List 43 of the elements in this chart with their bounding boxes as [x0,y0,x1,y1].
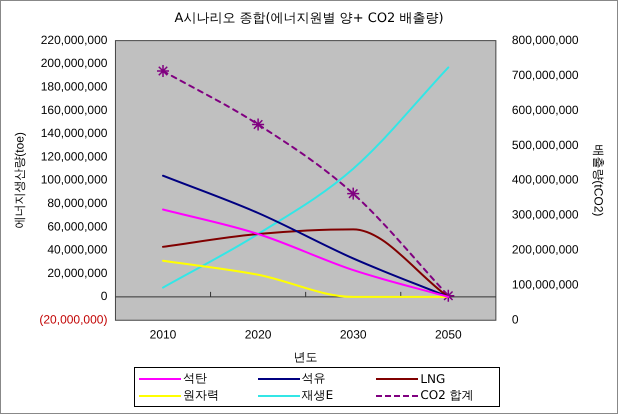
y-tick-label: 60,000,000 [47,219,108,234]
line-series [162,208,450,298]
y-tick-label: (20,000,000) [39,312,108,327]
line-series [162,228,450,298]
y-tick-label: 120,000,000 [40,149,108,164]
y2-axis-title: 배출량(tCO2) [591,144,606,216]
y2-tick-label: 400,000,000 [512,172,579,187]
x-tick-label: 2030 [340,328,367,342]
legend-label: 원자력 [183,387,219,404]
point [251,118,265,132]
legend-label: 석유 [302,370,326,387]
x-tick-label: 2010 [150,328,177,342]
y-tick-label: 40,000,000 [47,242,108,257]
y-tick-label: 160,000,000 [40,102,108,117]
x-axis-title: 년도 [294,350,318,364]
y-tick-label: 140,000,000 [40,126,108,140]
x-tick-label: 2020 [244,328,272,342]
y2-tick-label: 800,000,000 [512,32,579,47]
point [156,64,170,78]
y2-tick-label: 600,000,000 [512,102,579,117]
y-axis-title: 에너지생산량(toe) [12,132,27,229]
line-series [162,174,450,298]
y2-tick-label: 700,000,000 [512,68,579,82]
y-tick-label: 80,000,000 [47,196,108,210]
point [442,288,456,302]
legend-label: CO2 합계 [420,387,474,404]
chart-title: A시나리오 종합(에너지원별 양+ CO2 배출량) [174,11,444,26]
y2-tick-label: 500,000,000 [512,138,579,152]
y-tick-label: 200,000,000 [40,56,108,70]
y2-tick-label: 100,000,000 [512,278,579,292]
y-tick-label: 180,000,000 [40,80,108,94]
legend-label: LNG [420,372,446,386]
y-tick-label: 100,000,000 [40,172,108,187]
y-tick-label: 220,000,000 [40,32,108,47]
point [346,186,360,200]
y-tick-label: 0 [100,289,108,304]
y2-tick-label: 200,000,000 [512,242,579,257]
legend-label: 석탄 [183,370,207,387]
y-tick-label: 20,000,000 [47,266,108,280]
y2-tick-label: 300,000,000 [512,208,579,222]
y2-tick-label: 0 [512,312,519,327]
legend-label: 재생E [302,387,334,404]
x-tick-label: 2050 [434,328,462,342]
